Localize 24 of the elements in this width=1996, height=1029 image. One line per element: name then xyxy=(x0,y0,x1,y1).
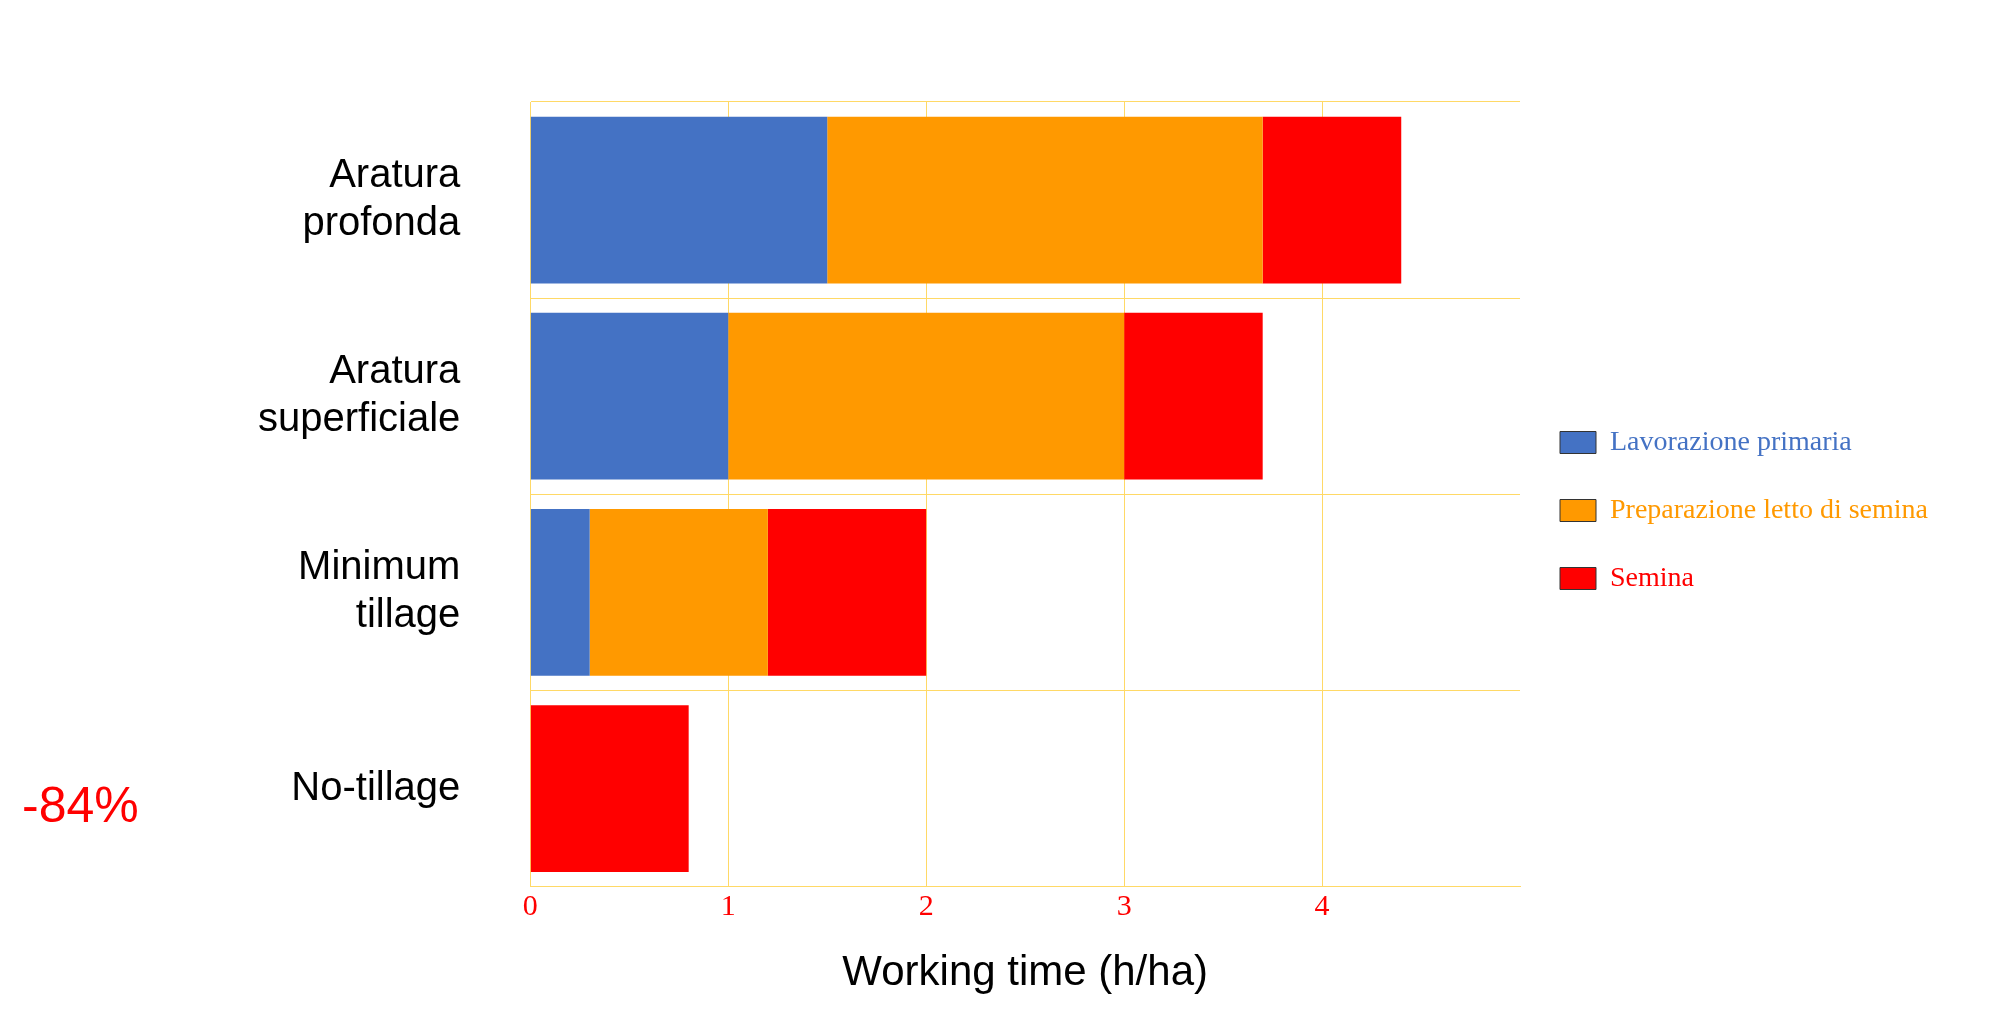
bar xyxy=(530,509,590,676)
y-tick-label: Aratura profonda xyxy=(302,151,462,244)
bar xyxy=(1262,116,1402,284)
x-tick-label: 0 xyxy=(522,888,538,922)
x-tick-label: 1 xyxy=(720,888,736,922)
y-tick-label: Aratura superficiale xyxy=(258,347,462,440)
legend-label: Semina xyxy=(1610,560,1695,592)
x-axis-title: Working time (h/ha) xyxy=(842,947,1209,995)
bar xyxy=(530,312,729,480)
bar xyxy=(530,116,828,284)
bar xyxy=(589,509,768,676)
bar xyxy=(827,116,1263,284)
bar xyxy=(728,312,1125,480)
x-tick-label: 3 xyxy=(1116,888,1132,922)
x-tick-label: 4 xyxy=(1314,888,1330,922)
legend-label: Preparazione letto di semina xyxy=(1610,492,1929,524)
bar xyxy=(1124,312,1263,480)
x-tick-label: 2 xyxy=(918,888,934,922)
text: -84% xyxy=(22,777,139,834)
legend-label: Lavorazione primaria xyxy=(1610,424,1853,456)
y-tick-label: No-tillage xyxy=(291,763,461,808)
y-tick-label: Minimum tillage xyxy=(298,543,461,636)
bar xyxy=(530,705,689,872)
bar xyxy=(767,509,927,676)
